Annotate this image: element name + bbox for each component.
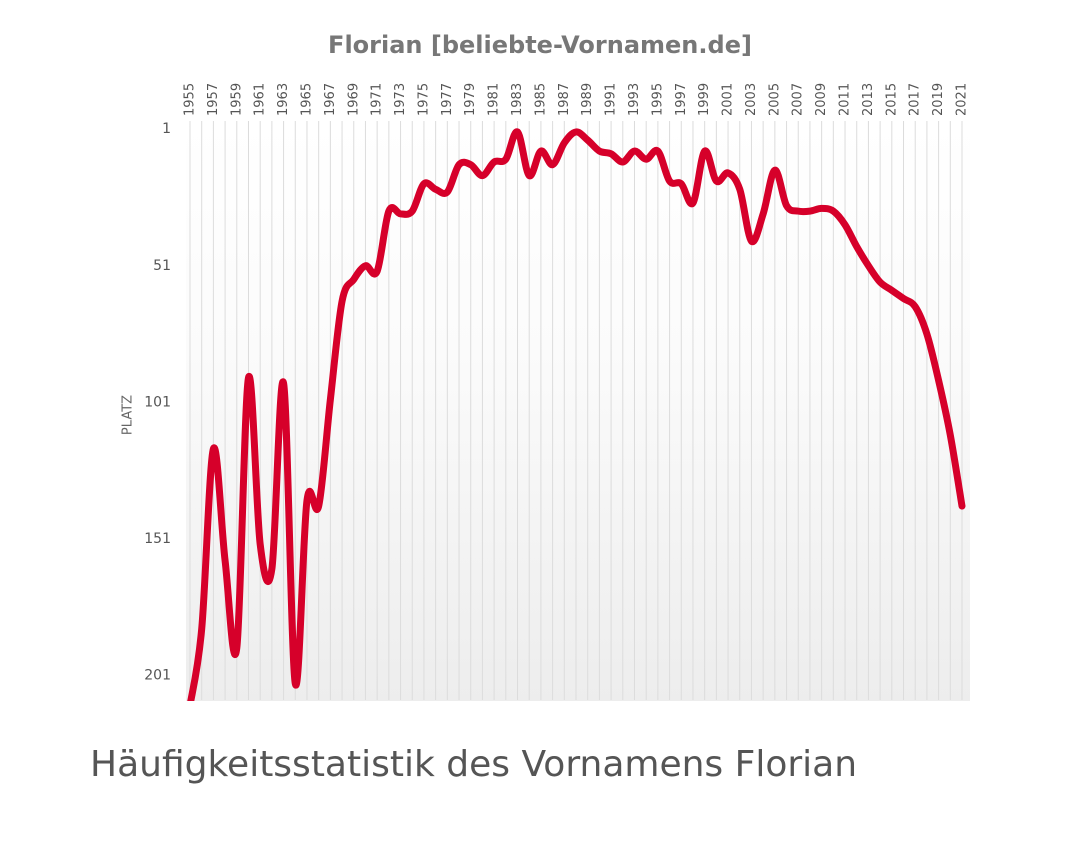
x-tick-label: 1961 bbox=[253, 83, 268, 116]
x-tick-label: 1997 bbox=[674, 83, 689, 116]
x-tick-label: 1977 bbox=[440, 83, 455, 116]
x-tick-label: 1991 bbox=[604, 83, 619, 116]
x-tick-label: 1963 bbox=[276, 83, 291, 116]
x-tick-label: 1999 bbox=[697, 83, 712, 116]
y-tick-label: 101 bbox=[144, 394, 171, 410]
x-tick-label: 2005 bbox=[767, 83, 782, 116]
x-tick-label: 1973 bbox=[393, 83, 408, 116]
y-tick-label: 201 bbox=[144, 667, 171, 683]
x-tick-label: 1955 bbox=[183, 83, 198, 116]
x-tick-label: 1995 bbox=[650, 83, 665, 116]
y-tick-label: 151 bbox=[144, 531, 171, 547]
y-axis-label: PLATZ bbox=[121, 395, 136, 435]
y-tick-label: 1 bbox=[162, 121, 171, 137]
x-tick-label: 1993 bbox=[627, 83, 642, 116]
x-tick-label: 1957 bbox=[206, 83, 221, 116]
x-tick-label: 2011 bbox=[838, 83, 853, 116]
x-tick-label: 2001 bbox=[721, 83, 736, 116]
x-tick-label: 1985 bbox=[533, 83, 548, 116]
x-tick-label: 2017 bbox=[908, 83, 923, 116]
x-tick-label: 1975 bbox=[416, 83, 431, 116]
x-tick-label: 1959 bbox=[229, 83, 244, 116]
y-tick-label: 51 bbox=[153, 258, 171, 274]
x-tick-label: 2019 bbox=[931, 83, 946, 116]
x-tick-label: 1965 bbox=[299, 83, 314, 116]
x-tick-label: 2021 bbox=[955, 83, 970, 116]
x-tick-label: 1971 bbox=[370, 83, 385, 116]
x-tick-label: 2015 bbox=[884, 83, 899, 116]
x-tick-label: 1983 bbox=[510, 83, 525, 116]
data-line bbox=[187, 128, 966, 701]
x-tick-label: 1969 bbox=[346, 83, 361, 116]
chart-title: Florian [beliebte-Vornamen.de] bbox=[328, 31, 752, 59]
x-tick-label: 2009 bbox=[814, 83, 829, 116]
x-tick-label: 1989 bbox=[580, 83, 595, 116]
x-tick-label: 2007 bbox=[791, 83, 806, 116]
x-tick-label: 2003 bbox=[744, 83, 759, 116]
x-tick-label: 1981 bbox=[487, 83, 502, 116]
x-tick-label: 1979 bbox=[463, 83, 478, 116]
x-tick-label: 1987 bbox=[557, 83, 572, 116]
x-tick-label: 1967 bbox=[323, 83, 338, 116]
x-tick-label: 2013 bbox=[861, 83, 876, 116]
caption: Häufigkeitsstatistik des Vornamens Flori… bbox=[90, 744, 857, 785]
